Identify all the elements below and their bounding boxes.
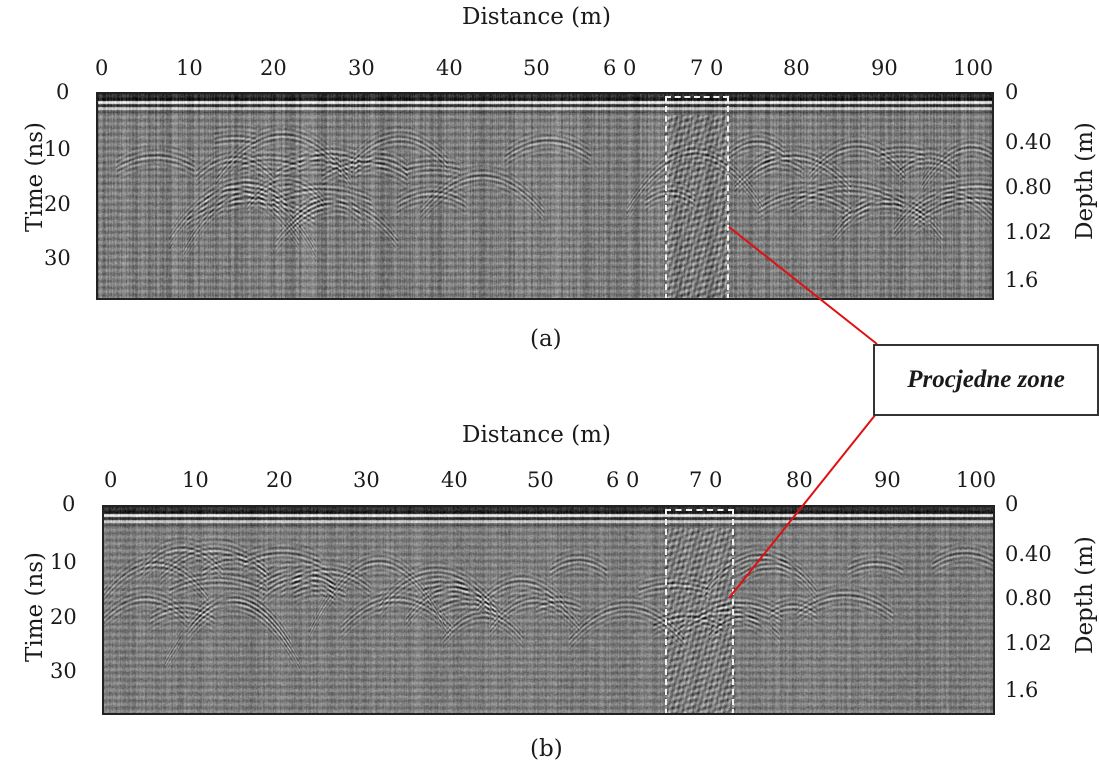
radargram-panel-a: Distance (m) 0 10 20 30 40 50 6 0 7 0 80… bbox=[0, 0, 1099, 360]
time-tick: 30 bbox=[50, 659, 77, 683]
time-axis-title: Time (ns) bbox=[22, 552, 48, 662]
x-tick: 50 bbox=[523, 56, 550, 80]
time-tick: 20 bbox=[50, 605, 77, 629]
x-tick: 10 bbox=[182, 468, 209, 492]
depth-axis-title: Depth (m) bbox=[1072, 122, 1098, 240]
time-tick: 10 bbox=[44, 137, 71, 161]
leachate-zones-callout: Procjedne zone bbox=[873, 344, 1099, 416]
x-tick: 6 0 bbox=[603, 56, 637, 80]
leachate-zone-box bbox=[665, 96, 729, 298]
depth-tick: 0 bbox=[1005, 80, 1019, 104]
x-tick: 6 0 bbox=[606, 468, 640, 492]
panel-caption: (a) bbox=[530, 326, 562, 352]
x-tick: 20 bbox=[266, 468, 293, 492]
time-tick: 0 bbox=[56, 80, 70, 104]
depth-tick: 1.6 bbox=[1005, 268, 1039, 292]
x-tick: 80 bbox=[786, 468, 813, 492]
depth-tick: 1.02 bbox=[1005, 631, 1052, 655]
x-tick: 7 0 bbox=[690, 56, 724, 80]
time-tick: 10 bbox=[50, 550, 77, 574]
time-tick: 0 bbox=[62, 492, 76, 516]
callout-label: Procjedne zone bbox=[907, 366, 1065, 393]
x-tick: 0 bbox=[95, 56, 109, 80]
depth-axis-title: Depth (m) bbox=[1072, 536, 1098, 654]
panel-caption: (b) bbox=[530, 736, 563, 762]
time-tick: 30 bbox=[44, 246, 71, 270]
radargram-b bbox=[102, 505, 995, 715]
x-tick: 80 bbox=[783, 56, 810, 80]
x-tick: 40 bbox=[436, 56, 463, 80]
x-tick: 40 bbox=[441, 468, 468, 492]
x-tick: 30 bbox=[348, 56, 375, 80]
x-tick: 10 bbox=[176, 56, 203, 80]
depth-tick: 0.80 bbox=[1005, 175, 1052, 199]
x-tick: 7 0 bbox=[689, 468, 723, 492]
depth-tick: 0.80 bbox=[1005, 586, 1052, 610]
depth-tick: 1.02 bbox=[1005, 220, 1052, 244]
depth-tick: 0 bbox=[1005, 492, 1019, 516]
x-tick: 20 bbox=[260, 56, 287, 80]
time-tick: 20 bbox=[44, 192, 71, 216]
x-tick: 0 bbox=[104, 468, 118, 492]
x-tick: 50 bbox=[527, 468, 554, 492]
x-tick: 100 bbox=[953, 56, 994, 80]
radargram-a bbox=[96, 92, 994, 300]
leachate-zone-box bbox=[665, 509, 734, 713]
x-tick: 100 bbox=[956, 468, 997, 492]
x-axis-title: Distance (m) bbox=[462, 422, 611, 448]
depth-tick: 0.40 bbox=[1005, 130, 1052, 154]
radargram-panel-b: Distance (m) 0 10 20 30 40 50 6 0 7 0 80… bbox=[0, 418, 1099, 767]
depth-tick: 1.6 bbox=[1005, 678, 1039, 702]
x-tick: 30 bbox=[353, 468, 380, 492]
x-tick: 90 bbox=[874, 468, 901, 492]
x-tick: 90 bbox=[871, 56, 898, 80]
x-axis-title: Distance (m) bbox=[462, 4, 611, 30]
depth-tick: 0.40 bbox=[1005, 542, 1052, 566]
